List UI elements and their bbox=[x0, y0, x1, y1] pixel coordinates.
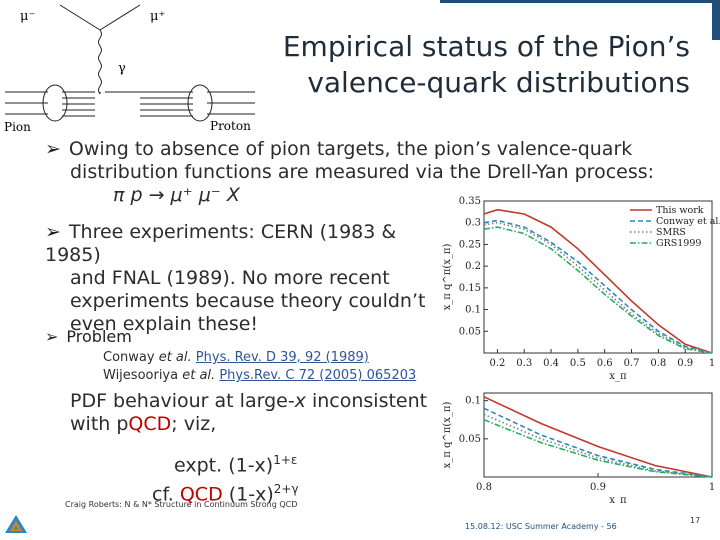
y-tick-label: 0.3 bbox=[465, 218, 481, 229]
ref-author: Conway bbox=[103, 350, 159, 365]
x-tick-label: 0.8 bbox=[476, 482, 492, 493]
plot-frame bbox=[483, 200, 713, 354]
bullet-text: and FNAL (1989). No more recent bbox=[70, 267, 390, 289]
reference-conway: Conway et al. Phys. Rev. D 39, 92 (1989) bbox=[103, 350, 369, 366]
y-tick-label: 0.25 bbox=[459, 239, 481, 250]
drell-yan-diagram: μ⁻ μ⁺ γ Proton Pion bbox=[4, 4, 255, 134]
series-line-1 bbox=[483, 219, 713, 354]
cf-exponent: 2+γ bbox=[273, 482, 299, 496]
legend-label: SMRS bbox=[656, 227, 686, 238]
series-line-0 bbox=[483, 208, 713, 354]
bullet-text: Problem bbox=[66, 327, 132, 346]
right-accent-bar bbox=[712, 0, 720, 40]
series-line-2 bbox=[483, 413, 713, 478]
x-tick-label: 0.6 bbox=[597, 358, 613, 369]
qcd-highlight: QCD bbox=[179, 483, 223, 506]
bullet-text: experiments because theory couldn’t bbox=[70, 290, 426, 312]
y-tick-label: 0.35 bbox=[459, 196, 481, 207]
expt-behaviour: expt. (1-x)1+ε bbox=[174, 449, 297, 477]
x-tick-label: 0.4 bbox=[543, 358, 559, 369]
bullet-text: even explain these! bbox=[70, 313, 259, 335]
bullet-arrow-icon: ➢ bbox=[45, 327, 59, 346]
y-tick-label: 0.1 bbox=[465, 396, 481, 407]
pdf-statement: PDF behaviour at large-x inconsistent wi… bbox=[70, 390, 450, 436]
x-tick-label: 0.3 bbox=[516, 358, 532, 369]
bullet-drell-yan: ➢ Owing to absence of pion targets, the p… bbox=[45, 138, 685, 207]
x-tick-label: 0.5 bbox=[570, 358, 586, 369]
expt-text: expt. (1-x) bbox=[174, 454, 274, 477]
y-axis-label: x_π q^π(x_π) bbox=[442, 244, 453, 311]
bullet-arrow-icon: ➢ bbox=[45, 221, 61, 243]
ref-etal: et al. bbox=[182, 368, 216, 383]
bullet-arrow-icon: ➢ bbox=[45, 138, 61, 160]
muon-line-left bbox=[59, 4, 101, 31]
proton-quark-lines bbox=[105, 91, 255, 117]
x-tick-label: 0.8 bbox=[650, 358, 666, 369]
y-tick-label: 0.2 bbox=[465, 261, 481, 272]
slide-title-line2: valence-quark distributions bbox=[307, 66, 690, 99]
cf-text: (1-x) bbox=[222, 483, 274, 506]
pion-quark-lines bbox=[5, 91, 95, 117]
x-tick-label: 0.2 bbox=[489, 358, 505, 369]
bullet-text: Three experiments: CERN (1983 & 1985) bbox=[45, 221, 397, 266]
process-formula: π p → μ⁺ μ⁻ X bbox=[113, 184, 240, 206]
pion-label: Pion bbox=[4, 120, 31, 134]
x-tick-label: 1 bbox=[709, 358, 715, 369]
ref-link-conway[interactable]: Phys. Rev. D 39, 92 (1989) bbox=[195, 350, 369, 365]
qcd-behaviour: cf. QCD (1-x)2+γ bbox=[152, 478, 299, 506]
x-tick-label: 0.7 bbox=[624, 358, 640, 369]
bullet-text: Owing to absence of pion targets, the pi… bbox=[68, 138, 633, 160]
pdf-text: PDF behaviour at large- bbox=[70, 390, 295, 412]
x-tick-label: 0.9 bbox=[590, 482, 606, 493]
series-line-3 bbox=[483, 418, 713, 478]
qcd-highlight: QCD bbox=[128, 413, 172, 435]
series-line-0 bbox=[483, 396, 713, 478]
top-accent-line bbox=[440, 0, 720, 3]
proton-label: Proton bbox=[210, 119, 251, 133]
y-tick-label: 0.1 bbox=[465, 305, 481, 316]
ref-etal: et al. bbox=[158, 350, 192, 365]
expt-exponent: 1+ε bbox=[273, 453, 298, 467]
bullet-experiments: ➢ Three experiments: CERN (1983 & 1985) a… bbox=[45, 221, 445, 336]
bullet-problem: ➢ Problem bbox=[45, 327, 132, 346]
y-tick-label: 0.15 bbox=[459, 283, 481, 294]
logo-icon bbox=[5, 515, 27, 533]
x-tick-label: 1 bbox=[709, 482, 715, 493]
footer-event: 15.08.12: USC Summer Academy - 56 bbox=[465, 522, 617, 531]
ref-link-wijesooriya[interactable]: Phys.Rev. C 72 (2005) 065203 bbox=[219, 368, 417, 383]
pdf-chart-main: 0.2 0.3 0.4 0.5 0.6 0.7 0.8 0.9 1 0.05 0.1 0.15 0.2 0… bbox=[442, 196, 720, 382]
pdf-text: ; viz, bbox=[171, 413, 217, 435]
x-axis-label: x_π bbox=[609, 495, 627, 503]
mu-minus-label: μ⁻ bbox=[20, 9, 35, 24]
pdf-text: with p bbox=[70, 413, 129, 435]
footer-author: Craig Roberts: N & N* Structure in Conti… bbox=[65, 500, 298, 509]
x-tick-label: 0.9 bbox=[677, 358, 693, 369]
plot-frame bbox=[483, 392, 713, 478]
pdf-text: inconsistent bbox=[305, 390, 428, 412]
legend-label: This work bbox=[656, 205, 704, 216]
slide-title-line1: Empirical status of the Pion’s bbox=[282, 30, 690, 63]
photon-line bbox=[98, 29, 102, 95]
series-line-3 bbox=[483, 226, 713, 354]
mu-plus-label: μ⁺ bbox=[150, 9, 165, 24]
gamma-label: γ bbox=[118, 61, 126, 76]
legend-label: GRS1999 bbox=[656, 238, 701, 249]
bullet-text: distribution functions are measured via … bbox=[70, 161, 655, 183]
pdf-x: x bbox=[294, 390, 306, 412]
slide-number: 17 bbox=[690, 516, 701, 525]
cf-text: cf. bbox=[152, 483, 180, 506]
muon-line-right bbox=[99, 4, 141, 31]
series-line-1 bbox=[483, 407, 713, 478]
reference-wijesooriya: Wijesooriya et al. Phys.Rev. C 72 (2005)… bbox=[103, 368, 416, 384]
y-tick-label: 0.05 bbox=[459, 326, 481, 337]
legend-label: Conway et al. bbox=[656, 216, 720, 227]
ref-author: Wijesooriya bbox=[103, 368, 183, 383]
x-axis-label: x_π bbox=[609, 371, 627, 382]
y-tick-label: 0.05 bbox=[459, 434, 481, 445]
pdf-chart-zoom: 0.8 0.9 1 0.05 0.1 x_π x_π q^π(x_π) bbox=[442, 392, 715, 503]
series-line-2 bbox=[483, 221, 713, 354]
y-axis-label: x_π q^π(x_π) bbox=[442, 402, 453, 469]
